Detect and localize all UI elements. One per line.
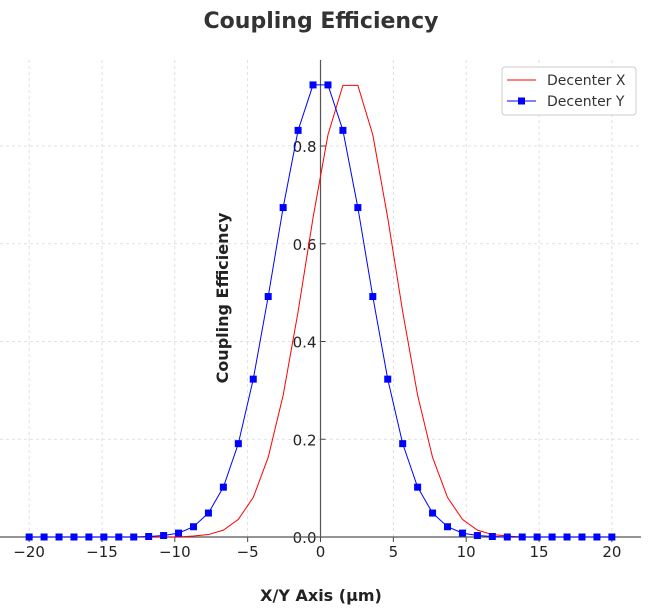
legend: Decenter X Decenter Y (501, 66, 637, 116)
data-point-decenter-y (429, 509, 437, 517)
data-point-decenter-y (608, 533, 616, 541)
x-axis-label: X/Y Axis (µm) (260, 586, 382, 605)
data-point-decenter-y (473, 532, 481, 540)
y-tick-label: 0.6 (293, 236, 317, 254)
data-point-decenter-y (503, 533, 511, 541)
x-tick-label: −10 (159, 543, 191, 561)
data-point-decenter-y (414, 483, 422, 491)
data-point-decenter-y (518, 533, 526, 541)
series-line-decenter-y (29, 84, 612, 538)
data-point-decenter-y (369, 293, 377, 301)
data-point-decenter-y (100, 533, 108, 541)
x-tick-label: −15 (86, 543, 118, 561)
data-point-decenter-y (458, 529, 466, 537)
data-point-decenter-y (354, 204, 362, 212)
data-point-decenter-y (264, 293, 272, 301)
data-point-decenter-y (279, 204, 287, 212)
series-layer (25, 81, 616, 541)
data-point-decenter-y (219, 483, 227, 491)
data-point-decenter-y (115, 533, 123, 541)
y-tick-label: 0.2 (293, 431, 317, 449)
x-tick-label: 0 (316, 543, 326, 561)
data-point-decenter-y (249, 375, 257, 383)
x-tick-label: 15 (529, 543, 548, 561)
data-point-decenter-y (175, 529, 183, 537)
data-point-decenter-y (563, 533, 571, 541)
data-point-decenter-y (384, 375, 392, 383)
data-point-decenter-y (399, 440, 407, 448)
x-tick-label: 20 (602, 543, 621, 561)
data-point-decenter-y (204, 509, 212, 517)
y-axis-label: Coupling Efficiency (213, 212, 232, 383)
data-point-decenter-y (548, 533, 556, 541)
data-point-decenter-y (294, 126, 302, 134)
data-point-decenter-y (40, 533, 48, 541)
chart-title: Coupling Efficiency (204, 9, 439, 34)
data-point-decenter-y (145, 533, 153, 541)
data-point-decenter-y (160, 532, 168, 540)
axes: −20 −15 −10 −5 0 5 10 15 20 0.0 0.2 0.4 0.6 0.8 (0, 60, 641, 561)
y-tick-label: 0.4 (293, 334, 317, 352)
x-tick-label: 10 (457, 543, 476, 561)
data-point-decenter-y (309, 81, 317, 89)
legend-marker-decenter-y (518, 97, 525, 105)
data-point-decenter-y (533, 533, 541, 541)
data-point-decenter-y (25, 533, 33, 541)
data-point-decenter-y (130, 533, 138, 541)
legend-label-decenter-y: Decenter Y (547, 94, 625, 110)
x-tick-label: 5 (389, 543, 399, 561)
data-point-decenter-y (488, 533, 496, 541)
data-point-decenter-y (55, 533, 63, 541)
x-tick-label: −20 (13, 543, 45, 561)
y-tick-label: 0.0 (293, 529, 317, 547)
data-point-decenter-y (578, 533, 586, 541)
data-point-decenter-y (189, 523, 197, 531)
legend-label-decenter-x: Decenter X (547, 73, 626, 89)
data-point-decenter-y (234, 440, 242, 448)
legend-frame (501, 66, 637, 116)
x-tick-label: −5 (237, 543, 259, 561)
y-tick-label: 0.8 (293, 138, 317, 156)
data-point-decenter-y (444, 523, 452, 531)
data-point-decenter-y (85, 533, 93, 541)
data-point-decenter-y (339, 126, 347, 134)
data-point-decenter-y (324, 81, 332, 89)
data-point-decenter-y (70, 533, 78, 541)
data-point-decenter-y (593, 533, 601, 541)
